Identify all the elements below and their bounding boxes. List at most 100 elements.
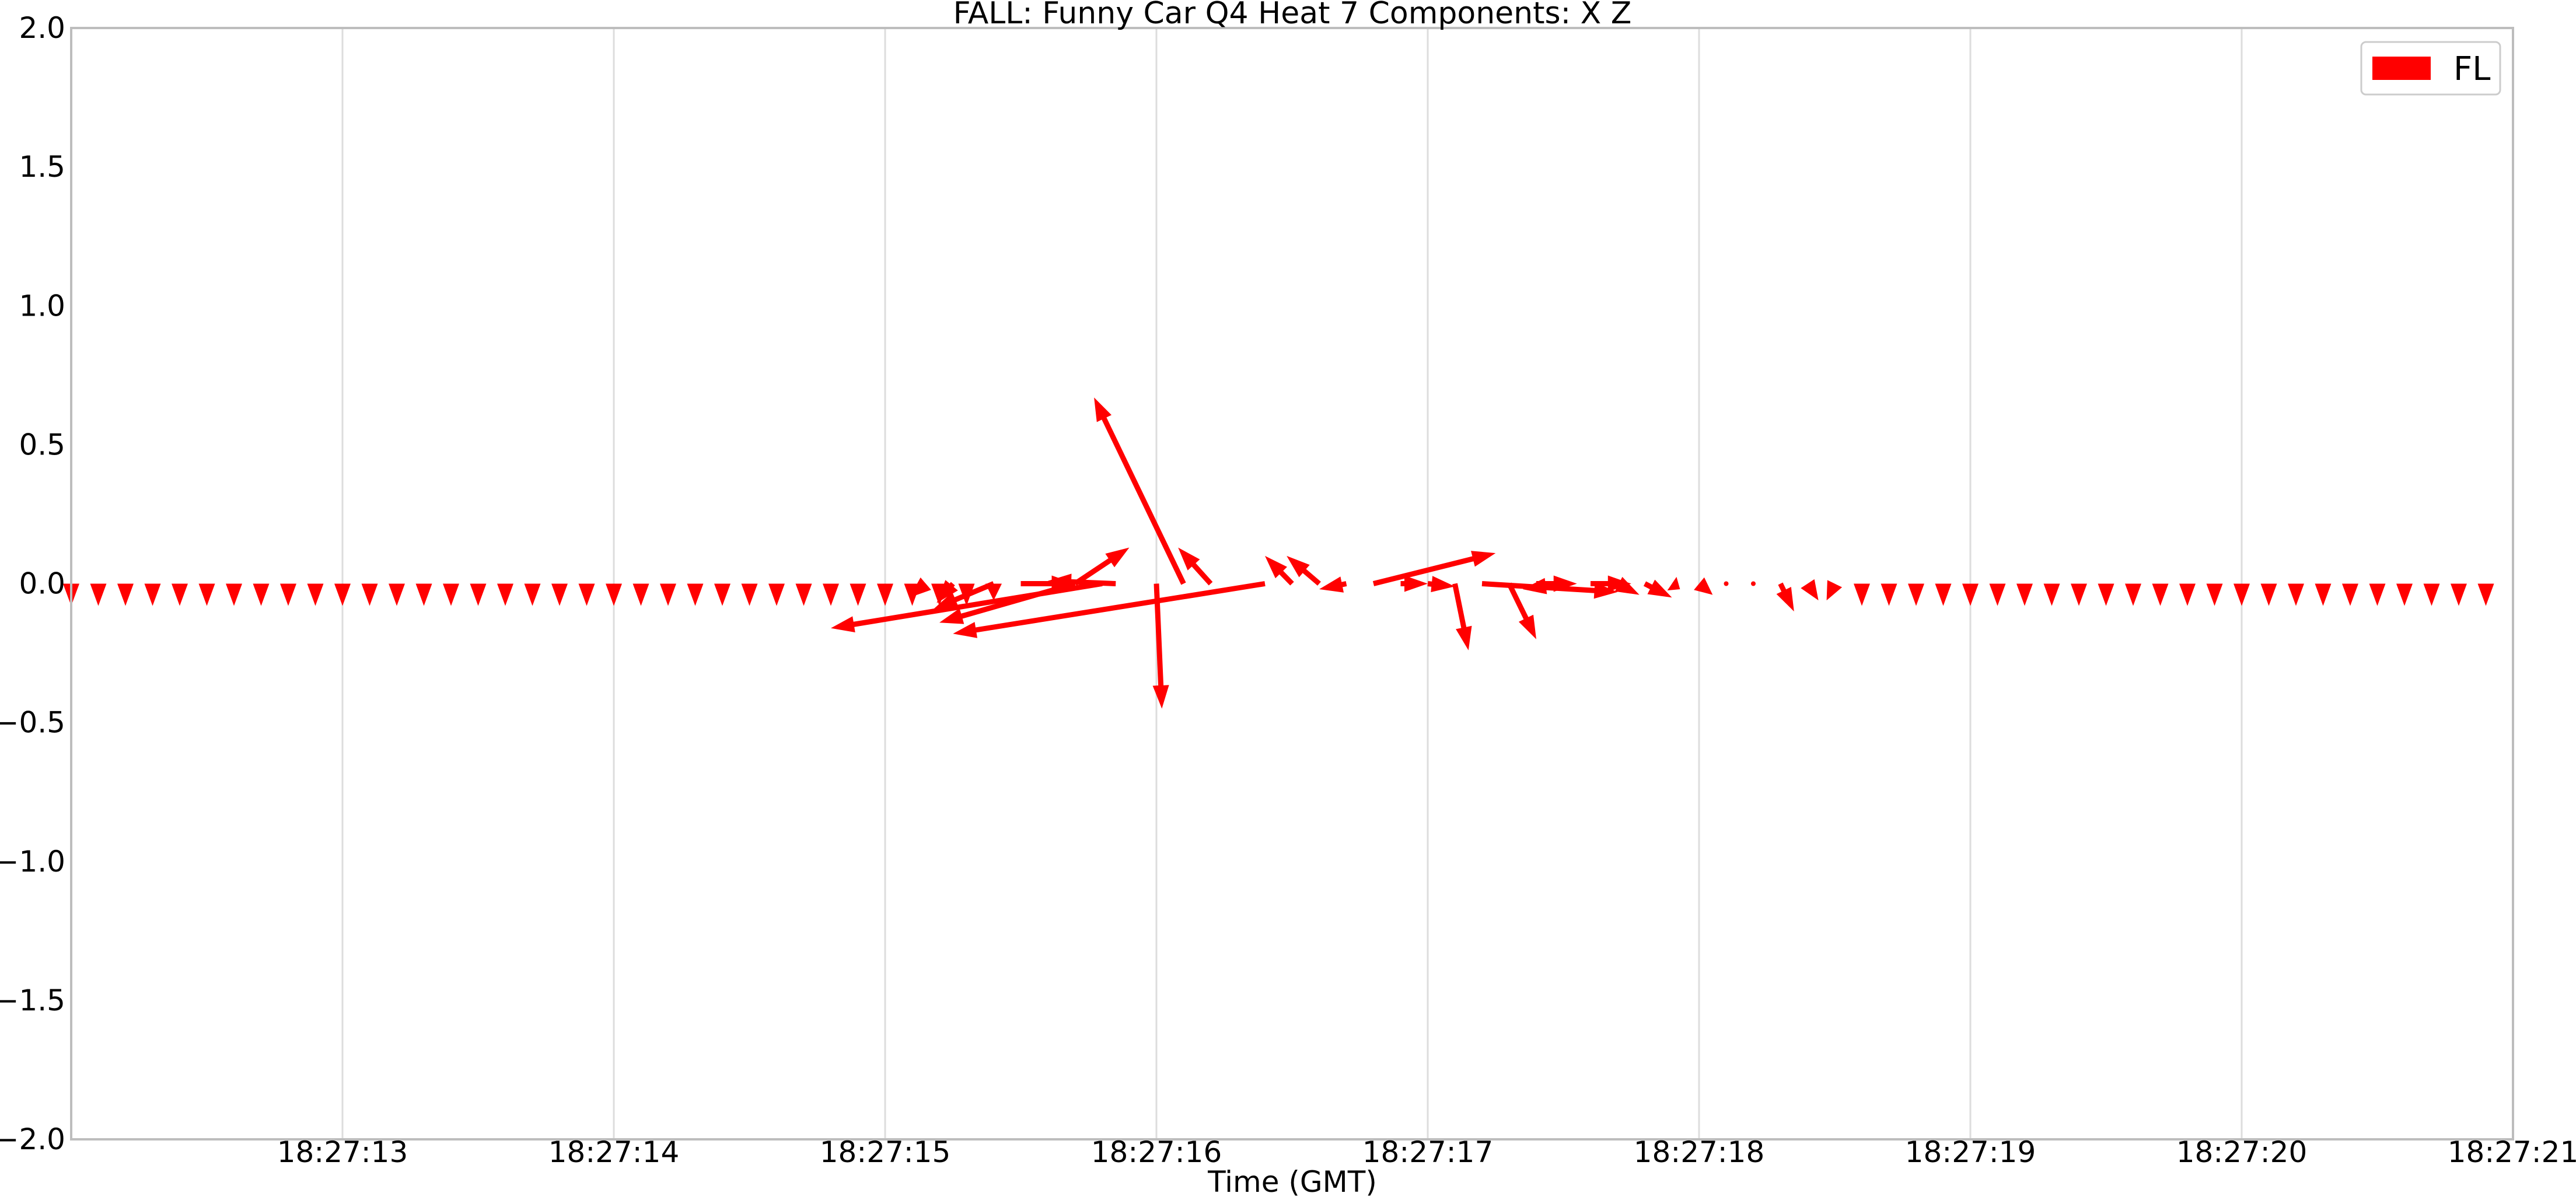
quiver-arrow bbox=[1048, 573, 1116, 590]
quiver-arrow bbox=[934, 581, 995, 609]
arrow-series-fl bbox=[63, 397, 2494, 709]
quiver-arrow bbox=[198, 583, 215, 606]
quiver-arrow bbox=[1152, 583, 1169, 709]
x-tick-label: 18:27:16 bbox=[1091, 1135, 1222, 1169]
quiver-arrow bbox=[2423, 583, 2440, 606]
quiver-arrow bbox=[253, 583, 270, 606]
y-tick-label: 1.0 bbox=[19, 289, 65, 323]
x-tick-label: 18:27:20 bbox=[2176, 1135, 2308, 1169]
quiver-arrow bbox=[280, 583, 296, 606]
quiver-arrow bbox=[2206, 583, 2223, 606]
quiver-arrow bbox=[1074, 547, 1130, 586]
y-tick-label: 2.0 bbox=[19, 11, 65, 45]
quiver-arrow bbox=[2451, 583, 2467, 606]
quiver-arrow bbox=[1881, 583, 1897, 606]
y-tick-label: 0.0 bbox=[19, 567, 65, 601]
quiver-arrow bbox=[578, 583, 595, 606]
x-tick-label: 18:27:14 bbox=[548, 1135, 680, 1169]
quiver-arrow bbox=[2179, 583, 2196, 606]
quiver-arrow bbox=[1591, 575, 1631, 592]
quiver-arrow bbox=[850, 583, 866, 606]
quiver-arrow bbox=[415, 583, 432, 606]
x-tick-label: 18:27:13 bbox=[277, 1135, 408, 1169]
quiver-arrow bbox=[606, 583, 622, 606]
quiver-arrow bbox=[1452, 583, 1472, 650]
quiver-arrow bbox=[1372, 551, 1496, 586]
x-axis-ticks: 18:27:13 18:27:14 18:27:15 18:27:16 18:27:17… bbox=[277, 1135, 2576, 1169]
x-tick-label: 18:27:18 bbox=[1634, 1135, 1765, 1169]
y-axis-ticks: 2.0 1.5 1.0 0.5 0.0 −0.5 −1.0 −1.5 −2.0 bbox=[0, 11, 65, 1156]
quiver-arrow bbox=[632, 583, 649, 606]
quiver-arrow bbox=[1643, 579, 1672, 598]
plot-area-frame bbox=[70, 27, 2514, 1140]
quiver-arrow bbox=[226, 583, 242, 606]
quiver-arrow bbox=[1962, 583, 1979, 606]
quiver-arrow bbox=[2234, 583, 2250, 606]
quiver-arrow bbox=[361, 583, 378, 606]
quiver-arrow bbox=[2260, 583, 2277, 606]
quiver-arrow bbox=[551, 583, 568, 606]
quiver-arrow bbox=[2016, 583, 2033, 606]
x-tick-label: 18:27:19 bbox=[1905, 1135, 2036, 1169]
y-tick-label: −0.5 bbox=[0, 706, 65, 740]
quiver-arrow bbox=[1989, 583, 2006, 606]
quiver-arrow bbox=[660, 583, 676, 606]
quiver-arrow bbox=[1481, 581, 1618, 599]
quiver-arrow bbox=[953, 581, 1266, 638]
quiver-arrow bbox=[687, 583, 704, 606]
y-tick-label: 0.5 bbox=[19, 428, 65, 461]
x-tick-label: 18:27:15 bbox=[820, 1135, 951, 1169]
quiver-arrow bbox=[1178, 547, 1213, 586]
quiver-arrow bbox=[1908, 583, 1924, 606]
chart-title: FALL: Funny Car Q4 Heat 7 Components: X … bbox=[953, 0, 1632, 31]
quiver-arrow bbox=[1287, 555, 1321, 586]
quiver-arrow bbox=[823, 583, 839, 606]
quiver-arrow bbox=[877, 583, 893, 606]
quiver-arrow bbox=[1265, 555, 1294, 586]
quiver-arrow bbox=[1667, 576, 1680, 591]
quiver-arrow bbox=[1427, 576, 1455, 593]
quiver-arrow bbox=[2477, 583, 2494, 606]
y-tick-label: −2.0 bbox=[0, 1122, 65, 1156]
quiver-arrow bbox=[936, 580, 958, 603]
quiver-arrow bbox=[334, 583, 351, 606]
quiver-arrow bbox=[939, 581, 1076, 624]
quiver-arrow bbox=[443, 583, 459, 606]
quiver-arrow bbox=[1400, 575, 1428, 592]
quiver-arrow bbox=[1094, 397, 1186, 585]
quiver-arrow bbox=[2125, 583, 2141, 606]
y-tick-label: −1.0 bbox=[0, 845, 65, 879]
quiver-arrow bbox=[389, 583, 405, 606]
y-tick-label: 1.5 bbox=[19, 150, 65, 184]
quiver-arrow bbox=[2152, 583, 2169, 606]
x-axis-title: Time (GMT) bbox=[1207, 1165, 1377, 1199]
quiver-arrow bbox=[1522, 578, 1564, 594]
quiver-arrow bbox=[909, 577, 931, 598]
legend: FL bbox=[2360, 41, 2501, 96]
quiver-arrow bbox=[172, 583, 188, 606]
quiver-arrow bbox=[2342, 583, 2358, 606]
quiver-arrow bbox=[714, 583, 730, 606]
quiver-arrow bbox=[1826, 580, 1843, 601]
quiver-arrow bbox=[117, 583, 134, 606]
quiver-arrow bbox=[1694, 577, 1713, 595]
quiver-arrow bbox=[524, 583, 541, 606]
quiver-arrow bbox=[1751, 581, 1756, 586]
legend-label-fl: FL bbox=[2453, 50, 2490, 88]
quiver-arrow bbox=[1724, 581, 1729, 586]
quiver-arrow bbox=[1935, 583, 1952, 606]
quiver-arrow bbox=[470, 583, 487, 606]
x-tick-label: 18:27:21 bbox=[2448, 1135, 2576, 1169]
quiver-arrow bbox=[768, 583, 785, 606]
quiver-arrow bbox=[741, 583, 758, 606]
quiver-arrow bbox=[1854, 583, 1870, 606]
quiver-arrow bbox=[144, 583, 161, 606]
x-tick-label: 18:27:17 bbox=[1362, 1135, 1494, 1169]
quiver-arrow bbox=[1507, 582, 1536, 639]
quiver-arrow bbox=[1319, 576, 1347, 593]
quiver-arrow bbox=[2369, 583, 2386, 606]
quiver-arrow bbox=[2071, 583, 2087, 606]
y-tick-label: −1.5 bbox=[0, 984, 65, 1017]
quiver-arrow bbox=[2288, 583, 2304, 606]
